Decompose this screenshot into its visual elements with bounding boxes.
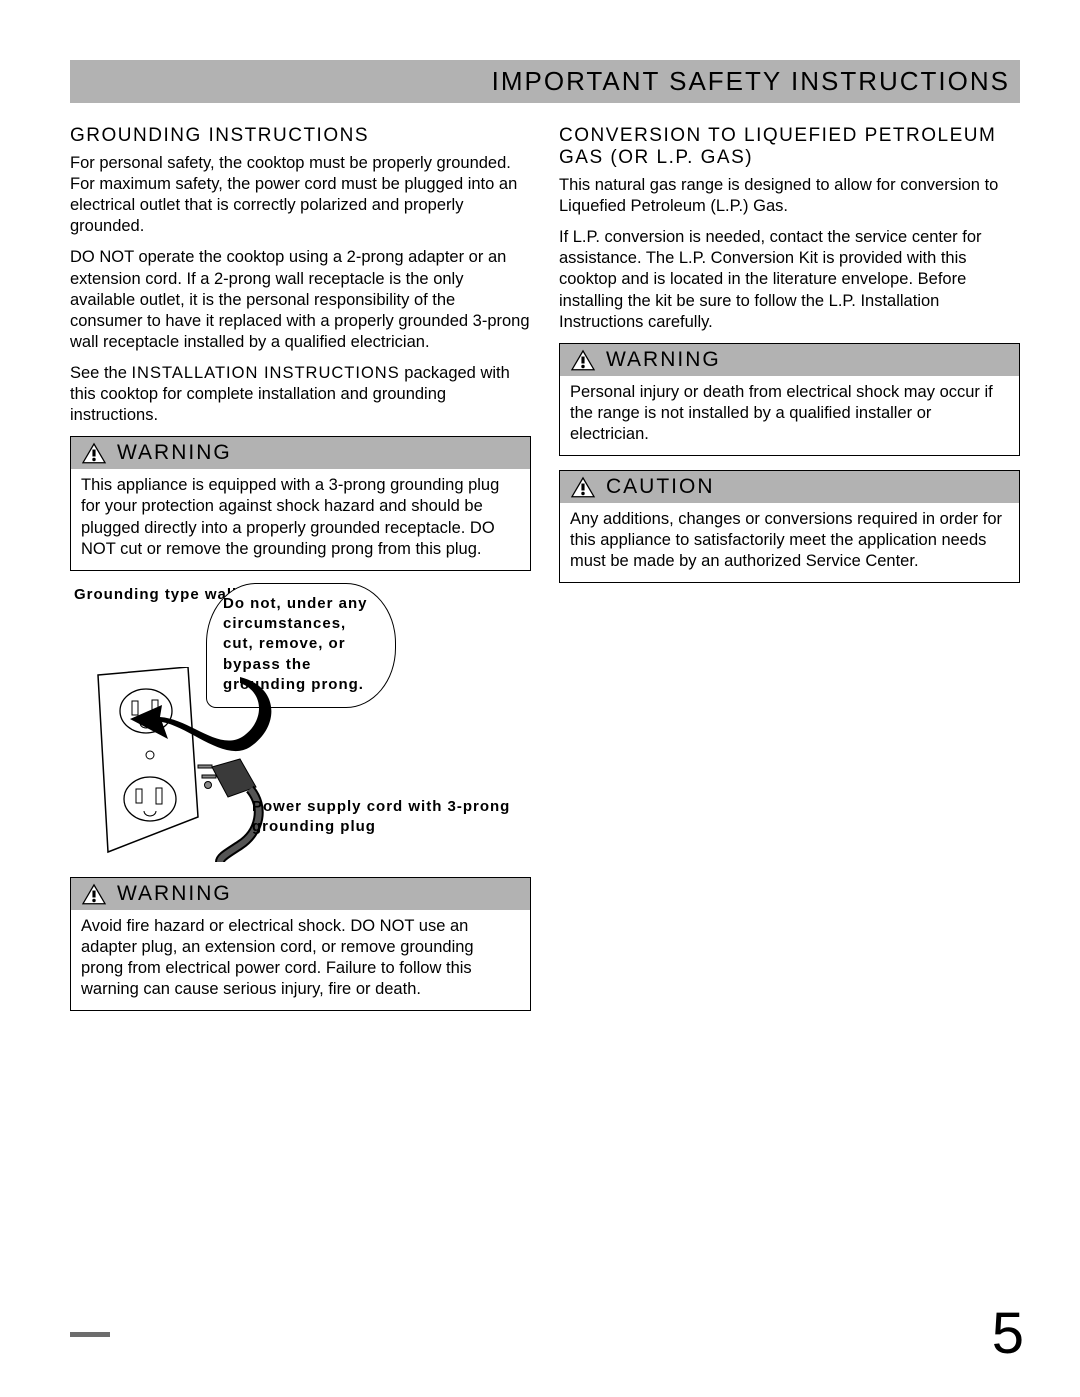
- left-column: GROUNDING INSTRUCTIONS For personal safe…: [70, 125, 531, 1025]
- grounding-p3b: INSTALLATION INSTRUCTIONS: [131, 364, 399, 382]
- warning-icon: [570, 348, 596, 372]
- grounding-p3a: See the: [70, 364, 131, 382]
- warning-title: WARNING: [606, 348, 721, 372]
- caution-header: CAUTION: [560, 471, 1019, 503]
- warning-box-fire-shock: WARNING Avoid fire hazard or electrical …: [70, 877, 531, 1011]
- grounding-heading: GROUNDING INSTRUCTIONS: [70, 125, 531, 147]
- warning-title: WARNING: [117, 882, 232, 906]
- caution-title: CAUTION: [606, 475, 715, 499]
- content-columns: GROUNDING INSTRUCTIONS For personal safe…: [70, 125, 1020, 1025]
- page-title-bar: IMPORTANT SAFETY INSTRUCTIONS: [70, 60, 1020, 103]
- page-number: 5: [992, 1300, 1024, 1367]
- warning-header: WARNING: [560, 344, 1019, 376]
- grounding-diagram: Grounding type wall receptacle Do not, u…: [70, 585, 531, 865]
- grounding-p2: DO NOT operate the cooktop using a 2-pro…: [70, 247, 531, 353]
- warning-header: WARNING: [71, 878, 530, 910]
- warning-icon: [81, 441, 107, 465]
- warning-body: Personal injury or death from electrical…: [560, 376, 1019, 455]
- warning-body: Avoid fire hazard or electrical shock. D…: [71, 910, 530, 1010]
- caution-body: Any additions, changes or conversions re…: [560, 503, 1019, 582]
- grounding-p1: For personal safety, the cooktop must be…: [70, 153, 531, 237]
- page-root: IMPORTANT SAFETY INSTRUCTIONS GROUNDING …: [0, 0, 1080, 1025]
- footer-rule: [70, 1332, 110, 1337]
- warning-title: WARNING: [117, 441, 232, 465]
- diagram-cord-label: Power supply cord with 3-prong grounding…: [252, 797, 531, 838]
- grounding-p3: See the INSTALLATION INSTRUCTIONS packag…: [70, 363, 531, 426]
- warning-icon: [81, 882, 107, 906]
- caution-box-service-center: CAUTION Any additions, changes or conver…: [559, 470, 1020, 583]
- page-title: IMPORTANT SAFETY INSTRUCTIONS: [492, 66, 1010, 96]
- warning-box-installer: WARNING Personal injury or death from el…: [559, 343, 1020, 456]
- warning-body: This appliance is equipped with a 3-pron…: [71, 469, 530, 569]
- warning-box-grounding-plug: WARNING This appliance is equipped with …: [70, 436, 531, 570]
- warning-icon: [570, 475, 596, 499]
- lp-p1: This natural gas range is designed to al…: [559, 175, 1020, 217]
- right-column: CONVERSION TO LIQUEFIED PETROLEUM GAS (O…: [559, 125, 1020, 1025]
- lp-heading: CONVERSION TO LIQUEFIED PETROLEUM GAS (O…: [559, 125, 1020, 169]
- warning-header: WARNING: [71, 437, 530, 469]
- lp-p2: If L.P. conversion is needed, contact th…: [559, 227, 1020, 333]
